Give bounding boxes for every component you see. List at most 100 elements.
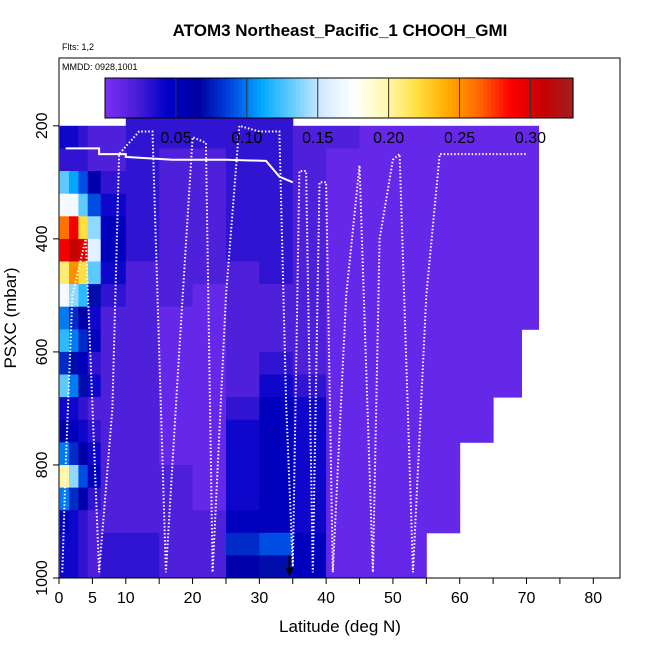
colorbar-segment	[537, 78, 543, 118]
heatmap-cell	[69, 487, 79, 511]
colorbar-segment	[530, 78, 535, 118]
colorbar-segment	[417, 78, 422, 118]
heatmap-cell	[392, 193, 427, 217]
colorbar-segment	[108, 78, 114, 118]
colorbar-segment	[210, 78, 215, 118]
heatmap-cell	[259, 238, 294, 262]
heatmap-cell	[87, 419, 102, 443]
colorbar-segment	[257, 78, 262, 118]
heatmap-cell	[59, 555, 70, 579]
heatmap-cell	[59, 238, 70, 262]
heatmap-cell	[192, 465, 227, 489]
colorbar-segment	[268, 78, 274, 118]
heatmap-cell	[292, 306, 327, 330]
y-tick-label: 400	[34, 225, 51, 252]
heatmap-cell	[292, 442, 327, 466]
heatmap-cell	[226, 487, 260, 511]
colorbar-segment	[175, 78, 180, 118]
heatmap-cell	[78, 487, 89, 511]
colorbar-segment	[241, 78, 246, 118]
heatmap-cell	[392, 148, 427, 172]
heatmap-cell	[59, 419, 70, 443]
colorbar-segment	[292, 78, 297, 118]
heatmap-cell	[326, 442, 360, 466]
heatmap-cell	[78, 306, 89, 330]
heatmap-cell	[59, 193, 70, 217]
colorbar-segment	[409, 78, 414, 118]
heatmap-cell	[226, 442, 260, 466]
heatmap-cell	[125, 532, 160, 556]
x-tick-label: 50	[384, 590, 402, 607]
heatmap-cell	[59, 487, 70, 511]
colorbar-segment	[307, 78, 313, 118]
heatmap-cell	[159, 555, 194, 579]
heatmap-cell	[359, 148, 394, 172]
heatmap-cell	[259, 487, 294, 511]
heatmap-cell	[69, 261, 79, 285]
colorbar: 0.05 0.10 0.15 0.20 0.25 0.30	[104, 77, 574, 147]
colorbar-segment	[120, 78, 126, 118]
heatmap-cell	[100, 216, 127, 240]
heatmap-cell	[326, 171, 360, 195]
heatmap-cell	[59, 442, 70, 466]
colorbar-segment	[237, 78, 243, 118]
heatmap-cell	[159, 465, 194, 489]
heatmap-cell	[192, 510, 227, 534]
colorbar-segment	[491, 78, 496, 118]
heatmap-cell	[359, 329, 394, 353]
heatmap-cell	[259, 329, 294, 353]
heatmap-cell	[459, 397, 494, 421]
colorbar-segment	[140, 78, 145, 118]
heatmap-cell	[493, 171, 522, 195]
colorbar-segment	[276, 78, 282, 118]
heatmap-cell	[59, 284, 70, 308]
x-axis: 0 5 10 20 30 40 50 60 70 80	[55, 578, 602, 607]
heatmap-cell	[392, 555, 427, 579]
heatmap-cell	[359, 238, 394, 262]
heatmap-cell	[226, 238, 260, 262]
heatmap-cell	[125, 465, 160, 489]
heatmap-cell	[521, 193, 539, 217]
heatmap-cell	[426, 216, 461, 240]
heatmap-cell	[100, 171, 127, 195]
heatmap-cell	[78, 510, 89, 534]
colorbar-tick-label: 0.20	[373, 130, 404, 147]
heatmap-cell	[459, 216, 494, 240]
colorbar-tick-label: 0.05	[160, 130, 191, 147]
heatmap-cell	[459, 351, 494, 375]
heatmap-cell	[292, 487, 327, 511]
heatmap-cell	[125, 487, 160, 511]
heatmap-cell	[493, 374, 522, 398]
heatmap-cell	[100, 193, 127, 217]
colorbar-tick-label: 0.10	[231, 130, 262, 147]
heatmap-cell	[392, 532, 427, 556]
colorbar-segment	[362, 78, 367, 118]
heatmap-cell	[69, 397, 79, 421]
heatmap-cell	[192, 487, 227, 511]
heatmap-cell	[100, 465, 127, 489]
heatmap-cell	[87, 374, 102, 398]
heatmap-cell	[459, 238, 494, 262]
heatmap-cell	[100, 374, 127, 398]
heatmap-cell	[359, 555, 394, 579]
heatmap-cell	[87, 532, 102, 556]
heatmap-cell	[326, 351, 360, 375]
colorbar-segment	[202, 78, 207, 118]
heatmap-cell	[426, 487, 461, 511]
colorbar-segment	[452, 78, 457, 118]
heatmap-cell	[78, 555, 89, 579]
colorbar-segment	[183, 78, 188, 118]
colorbar-segment	[124, 78, 129, 118]
colorbar-segment	[233, 78, 239, 118]
heatmap-cell	[426, 351, 461, 375]
colorbar-segment	[147, 78, 153, 118]
heatmap-cell	[292, 465, 327, 489]
heatmap-cell	[78, 284, 89, 308]
heatmap-cell	[159, 216, 194, 240]
colorbar-segment	[448, 78, 453, 118]
y-tick-label: 800	[34, 452, 51, 479]
flight-track	[61, 124, 527, 576]
colorbar-segment	[534, 78, 539, 118]
heatmap-cell	[459, 125, 494, 149]
heatmap-cell	[87, 284, 102, 308]
